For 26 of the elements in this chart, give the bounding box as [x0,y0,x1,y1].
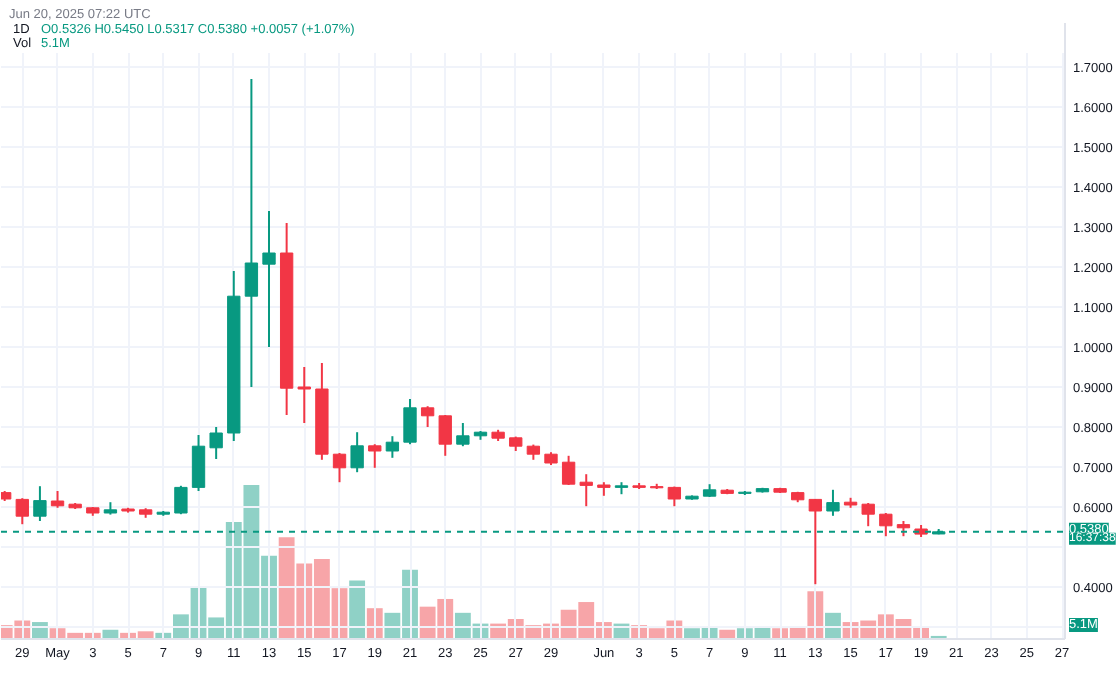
candlestick [579,473,593,508]
candlestick [385,435,400,459]
candlestick [350,431,364,474]
candlestick [438,414,452,457]
candlestick [262,210,276,348]
candlestick [332,452,347,484]
candlestick [33,485,47,522]
candlestick [368,443,382,469]
candlestick [209,426,223,460]
bar [349,580,366,638]
candlestick [861,502,875,528]
candlestick [456,422,470,448]
candlestick [191,434,206,492]
candlestick [174,484,188,516]
candlestick [297,366,311,424]
candlestick [244,78,259,388]
bar [102,629,119,638]
candlestick [879,512,893,538]
candlestick [15,497,29,526]
candlestick [826,488,840,517]
candlestick [561,454,576,486]
candlestick [403,398,417,446]
bar [719,629,736,638]
candlestick [808,498,823,586]
candlestick [420,405,435,428]
bar [825,612,841,638]
